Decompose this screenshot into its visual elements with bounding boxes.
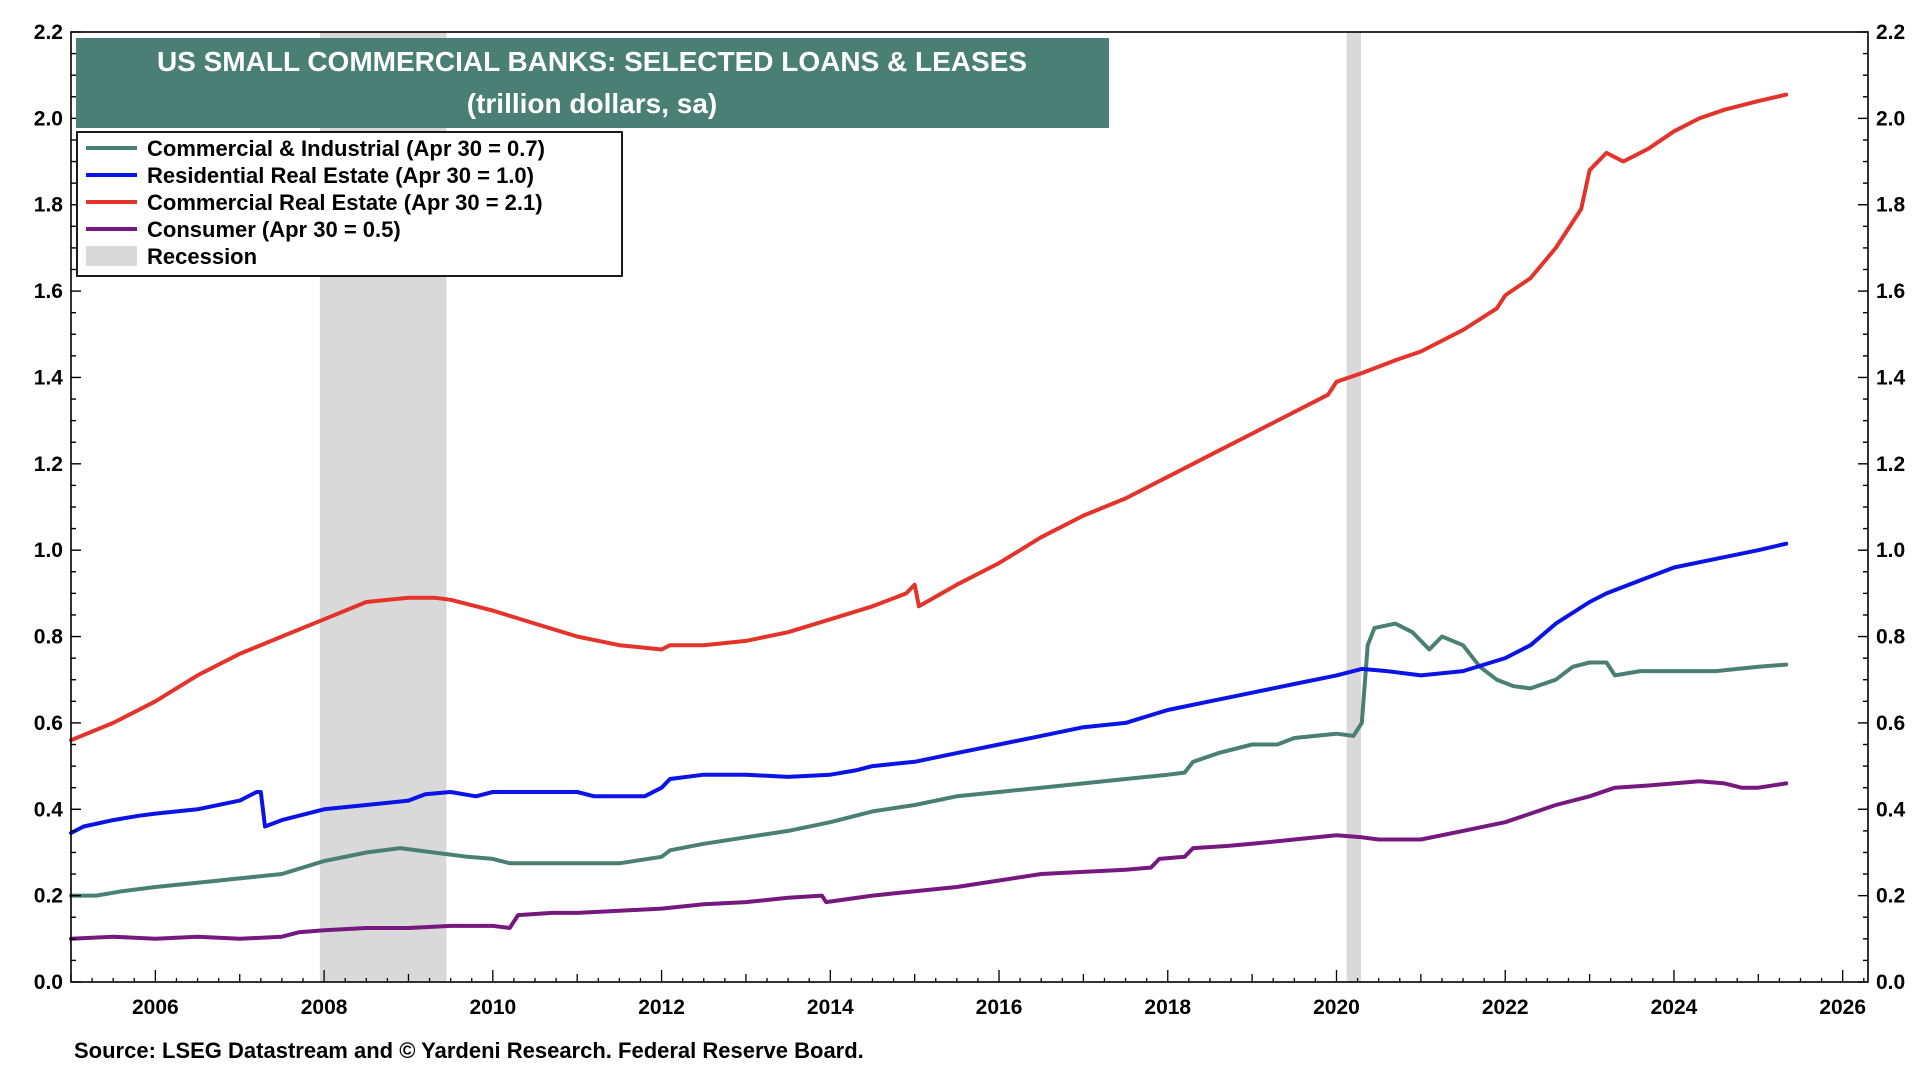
legend: Commercial & Industrial (Apr 30 = 0.7)Re… — [76, 131, 623, 277]
y-tick-label-left: 1.6 — [34, 280, 63, 303]
recession-band-2 — [1346, 32, 1361, 982]
source-note: Source: LSEG Datastream and © Yardeni Re… — [74, 1038, 864, 1063]
y-tick-label-right: 0.0 — [1876, 971, 1905, 994]
x-tick-label: 2012 — [638, 996, 685, 1019]
x-tick-label: 2010 — [469, 996, 516, 1019]
y-tick-label-right: 0.6 — [1876, 712, 1905, 735]
y-tick-label-left: 1.0 — [34, 539, 63, 562]
y-tick-label-left: 0.0 — [34, 971, 63, 994]
series-line-residential-real-estate — [69, 541, 1789, 835]
y-tick-label-left: 0.8 — [34, 626, 64, 649]
x-tick-label: 2024 — [1651, 996, 1698, 1019]
y-tick-label-right: 1.2 — [1876, 453, 1905, 476]
y-tick-label-right: 1.8 — [1876, 194, 1906, 217]
chart-title: US SMALL COMMERCIAL BANKS: SELECTED LOAN… — [157, 46, 1027, 77]
x-tick-label: 2014 — [807, 996, 854, 1019]
series-line-commercial-real-estate — [69, 92, 1789, 743]
x-tick-label: 2022 — [1482, 996, 1529, 1019]
y-tick-label-right: 0.8 — [1876, 626, 1906, 649]
legend-label-1: Commercial & Industrial (Apr 30 = 0.7) — [147, 136, 545, 161]
legend-label-2: Residential Real Estate (Apr 30 = 1.0) — [147, 163, 534, 188]
x-tick-label: 2020 — [1313, 996, 1360, 1019]
axes: 0.0 0.0 0.2 0.2 0.4 0.4 0.6 0.6 0.8 0.8 1.0 1.0 1.2 1… — [34, 21, 1906, 1019]
y-tick-label-right: 0.2 — [1876, 885, 1905, 908]
y-tick-label-left: 0.6 — [34, 712, 63, 735]
y-tick-label-right: 1.0 — [1876, 539, 1905, 562]
y-tick-label-right: 1.6 — [1876, 280, 1905, 303]
chart-subtitle: (trillion dollars, sa) — [467, 88, 717, 119]
legend-label-4: Consumer (Apr 30 = 0.5) — [147, 217, 401, 242]
legend-label-3: Commercial Real Estate (Apr 30 = 2.1) — [147, 190, 543, 215]
x-tick-label: 2008 — [301, 996, 348, 1019]
legend-label-5: Recession — [147, 244, 257, 269]
y-tick-label-left: 0.2 — [34, 885, 63, 908]
x-tick-label: 2016 — [976, 996, 1023, 1019]
y-tick-label-left: 2.0 — [34, 107, 63, 130]
y-tick-label-left: 1.2 — [34, 453, 63, 476]
title-box: US SMALL COMMERCIAL BANKS: SELECTED LOAN… — [76, 38, 1109, 128]
legend-box — [76, 131, 623, 277]
x-tick-label: 2018 — [1144, 996, 1191, 1019]
x-tick-label: 2006 — [132, 996, 179, 1019]
y-tick-label-left: 1.4 — [34, 366, 64, 389]
y-tick-label-left: 1.8 — [34, 194, 64, 217]
y-tick-label-left: 2.2 — [34, 21, 63, 44]
y-tick-label-right: 1.4 — [1876, 366, 1906, 389]
x-tick-label: 2026 — [1819, 996, 1866, 1019]
y-tick-label-right: 2.2 — [1876, 21, 1905, 44]
series-line-consumer — [69, 779, 1789, 941]
y-tick-label-right: 2.0 — [1876, 107, 1905, 130]
series-lines — [69, 92, 1789, 941]
legend-swatch-5 — [86, 246, 137, 266]
y-tick-label-left: 0.4 — [34, 798, 64, 821]
y-tick-label-right: 0.4 — [1876, 798, 1906, 821]
series-line-commercial-industrial — [69, 621, 1789, 898]
